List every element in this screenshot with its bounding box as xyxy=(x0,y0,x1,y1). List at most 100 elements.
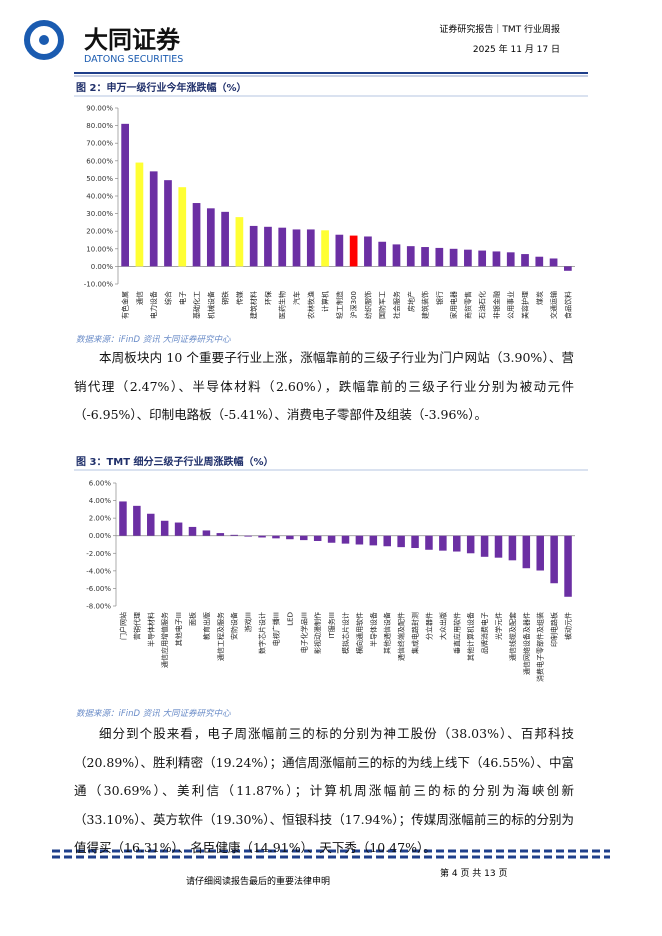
bar xyxy=(492,251,501,267)
y-tick-label: 30.00% xyxy=(86,210,113,218)
footer-page: 第 4 页 共 13 页 xyxy=(440,867,507,879)
x-tick-label: 集成电路封测 xyxy=(411,612,420,654)
x-tick-label: 银行 xyxy=(435,291,444,305)
bar xyxy=(421,247,429,267)
y-tick-label: 6.00% xyxy=(89,480,112,488)
x-tick-label: 半导体材料 xyxy=(146,612,155,647)
x-tick-label: 教育出版 xyxy=(202,612,211,640)
bar xyxy=(369,535,378,546)
bar xyxy=(188,526,197,536)
bar xyxy=(313,535,322,541)
bar xyxy=(249,225,258,267)
x-tick-label: 通信线缆及配套 xyxy=(508,612,517,661)
x-tick-label: 其他计算机设备 xyxy=(466,612,475,661)
bar xyxy=(411,535,419,549)
x-tick-label: 数字芯片设计 xyxy=(258,612,267,654)
bar xyxy=(149,171,158,267)
y-tick-label: 20.00% xyxy=(86,228,113,236)
logo-mark xyxy=(24,20,64,60)
x-tick-label: 半导体设备 xyxy=(369,612,378,647)
x-tick-label: 综合 xyxy=(163,291,172,305)
bar xyxy=(564,266,572,271)
bar xyxy=(135,162,144,267)
x-tick-label: 其他通信设备 xyxy=(383,612,392,654)
bar xyxy=(453,535,461,552)
y-tick-label: -10.00% xyxy=(84,281,114,289)
bar xyxy=(147,513,155,536)
bar xyxy=(480,535,489,557)
bar xyxy=(119,501,127,536)
y-tick-label: 50.00% xyxy=(86,175,113,183)
y-tick-label: -2.00% xyxy=(86,550,111,558)
bar xyxy=(392,244,401,267)
bar xyxy=(121,123,129,267)
x-tick-label: 交通运输 xyxy=(549,291,558,319)
y-tick-label: 60.00% xyxy=(86,157,113,165)
x-tick-label: 纺织服饰 xyxy=(363,291,372,319)
bar xyxy=(378,241,387,267)
figure-source: 数据来源：iFinD 资讯 大同证券研究中心 xyxy=(76,334,231,345)
x-tick-label: 其他电子III xyxy=(174,612,183,646)
bar xyxy=(321,230,329,267)
bar xyxy=(494,535,503,558)
x-tick-label: 农林牧渔 xyxy=(306,291,315,319)
bar xyxy=(550,535,558,584)
bar xyxy=(206,208,215,267)
bar xyxy=(160,520,169,536)
x-tick-label: 印制电路板 xyxy=(550,612,559,647)
y-tick-label: -4.00% xyxy=(86,567,111,575)
y-tick-label: 4.00% xyxy=(89,497,112,505)
bar xyxy=(549,258,558,267)
x-tick-label: 汽车 xyxy=(292,291,301,305)
x-tick-label: 电子 xyxy=(178,291,187,305)
bar xyxy=(278,227,287,267)
bar xyxy=(355,535,364,545)
bar xyxy=(335,234,344,267)
bar xyxy=(306,229,315,267)
report-type: 证券研究报告｜TMT 行业周报 xyxy=(439,23,560,35)
x-tick-label: 有色金属 xyxy=(121,291,130,319)
x-tick-label: 模拟芯片设计 xyxy=(341,612,350,654)
bar xyxy=(449,248,458,267)
x-tick-label: 社会服务 xyxy=(392,291,401,319)
bar xyxy=(286,535,294,540)
x-tick-label: 建筑材料 xyxy=(249,291,258,319)
bar xyxy=(535,256,544,267)
x-tick-label: 基础化工 xyxy=(192,291,201,319)
x-tick-label: 消费电子零部件及组装 xyxy=(536,612,545,682)
bar xyxy=(522,535,531,569)
bar xyxy=(292,229,301,267)
x-tick-label: 电力设备 xyxy=(149,291,158,319)
bar xyxy=(464,249,472,267)
x-tick-label: 通信应用增值服务 xyxy=(160,612,169,668)
x-tick-label: 轻工制造 xyxy=(335,291,344,319)
bar xyxy=(235,217,244,267)
x-tick-label: 食品饮料 xyxy=(563,291,572,319)
x-tick-label: 影视动漫制作 xyxy=(313,612,322,654)
x-tick-label: 通信网络设备及器件 xyxy=(522,612,531,675)
x-tick-label: 石油石化 xyxy=(478,291,487,319)
bar xyxy=(258,535,266,538)
x-tick-label: 通信终端及配件 xyxy=(397,612,406,661)
bar xyxy=(435,247,444,267)
bar xyxy=(506,252,515,267)
x-tick-label: 非银金融 xyxy=(492,291,501,319)
x-tick-label: 钢铁 xyxy=(221,291,230,305)
figure-title: 图 3：TMT 细分三级子行业周涨跌幅（%） xyxy=(76,455,274,468)
report-date: 2025 年 11 月 17 日 xyxy=(473,43,560,55)
y-tick-label: 80.00% xyxy=(86,122,113,130)
paragraph: 本周板块内 10 个重要子行业上涨，涨幅靠前的三级子行业为门户网站（3.90%）… xyxy=(74,350,574,422)
x-tick-label: 被动元件 xyxy=(564,612,573,640)
logo-dot xyxy=(39,35,49,45)
x-tick-label: 传媒 xyxy=(235,291,244,305)
bar xyxy=(397,535,405,548)
bar xyxy=(216,533,225,536)
x-tick-label: 美容护理 xyxy=(521,291,530,319)
y-tick-label: 70.00% xyxy=(86,140,113,148)
bar xyxy=(192,203,201,267)
bar xyxy=(406,246,415,267)
x-tick-label: 分立器件 xyxy=(424,612,433,640)
x-tick-label: 面板 xyxy=(188,612,197,626)
bar xyxy=(364,236,372,267)
